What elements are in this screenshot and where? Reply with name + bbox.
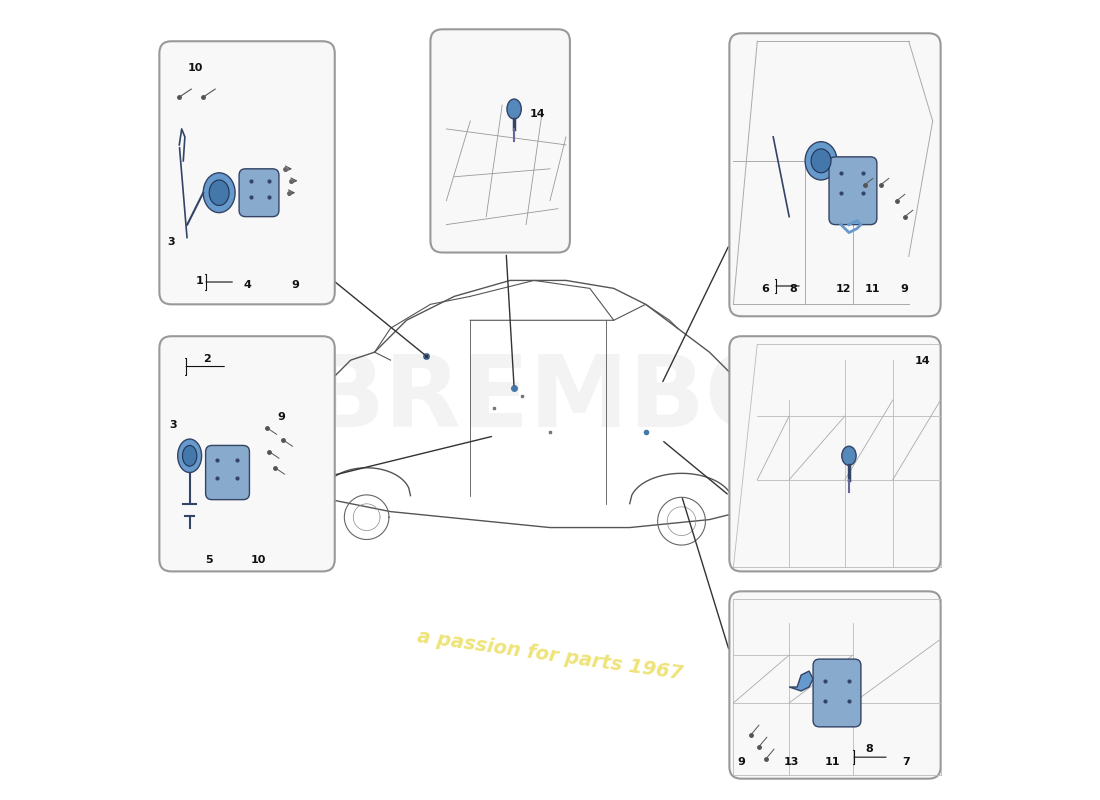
Text: 3: 3 (169, 420, 177, 430)
Text: 2: 2 (204, 354, 211, 364)
Text: 9: 9 (737, 757, 745, 767)
Text: 5: 5 (206, 555, 213, 566)
Text: 14: 14 (915, 356, 931, 366)
FancyBboxPatch shape (813, 659, 861, 727)
Ellipse shape (842, 446, 856, 466)
Ellipse shape (183, 446, 197, 466)
FancyBboxPatch shape (729, 591, 940, 778)
Text: 10: 10 (251, 555, 266, 566)
FancyBboxPatch shape (160, 42, 334, 304)
Text: 3: 3 (167, 237, 175, 246)
Ellipse shape (507, 99, 521, 119)
Text: 8: 8 (789, 284, 796, 294)
Text: 12: 12 (835, 284, 851, 294)
Text: 9: 9 (901, 284, 909, 294)
Text: 9: 9 (290, 279, 299, 290)
Text: 7: 7 (902, 757, 910, 767)
Text: 9: 9 (277, 412, 285, 422)
Ellipse shape (805, 142, 837, 180)
FancyBboxPatch shape (729, 34, 940, 316)
Ellipse shape (178, 439, 201, 473)
Ellipse shape (811, 149, 830, 173)
Text: 13: 13 (783, 757, 799, 767)
Ellipse shape (204, 173, 235, 213)
FancyBboxPatch shape (829, 157, 877, 225)
FancyBboxPatch shape (430, 30, 570, 253)
Text: 11: 11 (865, 284, 880, 294)
Text: 4: 4 (243, 279, 251, 290)
Polygon shape (789, 671, 813, 691)
FancyBboxPatch shape (729, 336, 940, 571)
Text: 6: 6 (761, 284, 769, 294)
Text: a passion for parts 1967: a passion for parts 1967 (416, 627, 684, 683)
Text: BREMBO: BREMBO (309, 351, 791, 449)
Ellipse shape (209, 180, 229, 206)
Text: 10: 10 (187, 62, 202, 73)
Text: 14: 14 (530, 109, 546, 119)
FancyBboxPatch shape (239, 169, 279, 217)
Text: 1: 1 (195, 277, 204, 286)
FancyBboxPatch shape (206, 446, 250, 500)
Text: 11: 11 (825, 757, 840, 767)
Text: 8: 8 (865, 744, 872, 754)
FancyBboxPatch shape (160, 336, 334, 571)
